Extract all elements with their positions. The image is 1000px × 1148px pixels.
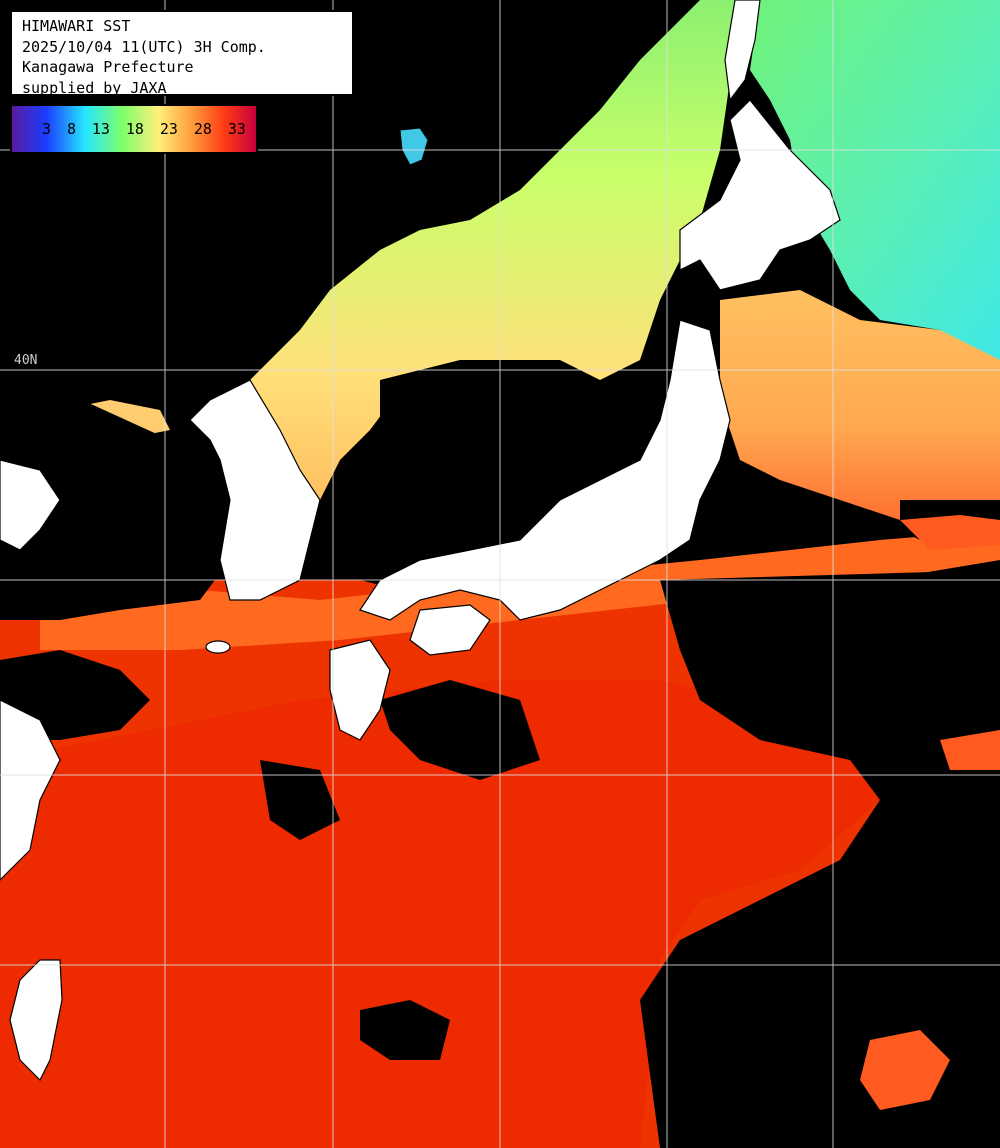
colorbar-legend: 3 8 13 18 23 28 33 bbox=[10, 104, 258, 154]
title-line-product: HIMAWARI SST bbox=[22, 17, 131, 35]
jeju bbox=[205, 640, 231, 654]
colorbar-fill bbox=[12, 106, 256, 152]
china-coast-south bbox=[0, 699, 61, 881]
title-line-credit: supplied by JAXA bbox=[22, 78, 167, 97]
colorbar-tick: 33 bbox=[227, 120, 246, 138]
colorbar-tick: 18 bbox=[125, 120, 144, 138]
korea bbox=[189, 379, 321, 601]
land-masses bbox=[0, 0, 841, 1082]
colorbar-tick: 3 bbox=[41, 120, 51, 138]
title-line-region: Kanagawa Prefecture bbox=[22, 58, 194, 76]
okhotsk-sst bbox=[750, 0, 1000, 360]
taiwan bbox=[9, 959, 63, 1082]
colorbar-tick: 28 bbox=[193, 120, 212, 138]
title-line-datetime: 2025/10/04 11(UTC) 3H Comp. bbox=[22, 37, 266, 56]
colorbar-tick: 23 bbox=[159, 120, 178, 138]
japan-sea-sst bbox=[250, 0, 760, 500]
warm-patches bbox=[860, 515, 1000, 1110]
pacific-north-sst bbox=[720, 290, 1000, 520]
kyushu bbox=[329, 639, 391, 741]
colorbar-tick: 13 bbox=[91, 120, 110, 138]
title-box: HIMAWARI SST 2025/10/04 11(UTC) 3H Comp.… bbox=[10, 10, 354, 97]
hot-sea-sst bbox=[0, 680, 880, 1148]
china-coast bbox=[0, 459, 61, 551]
lat-label-40n: 40N bbox=[14, 353, 38, 368]
hokkaido bbox=[679, 99, 841, 291]
shikoku bbox=[409, 604, 491, 656]
sakhalin bbox=[724, 0, 761, 102]
colorbar-tick: 8 bbox=[66, 120, 76, 138]
honshu bbox=[359, 319, 731, 621]
